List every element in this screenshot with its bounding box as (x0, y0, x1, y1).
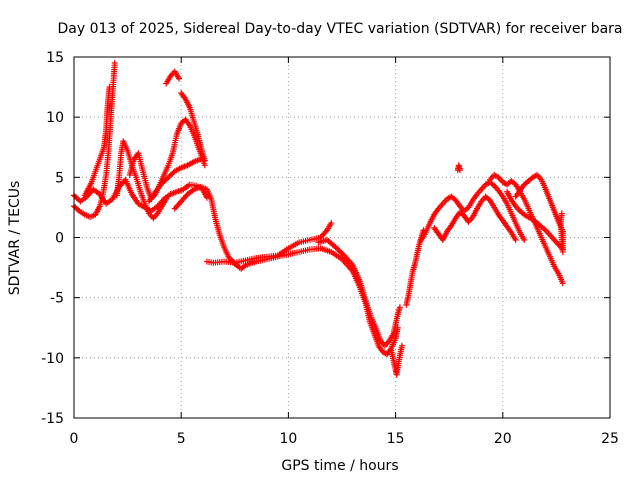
data-point (396, 304, 403, 311)
axis-ticks: 0 5 10 15 20 25 -15 -10 -5 0 5 10 15 (41, 50, 619, 447)
x-tick-label: 10 (279, 431, 297, 447)
series-track-o (431, 193, 519, 243)
y-tick-label: -5 (50, 291, 64, 307)
data-point (399, 342, 406, 349)
x-axis-label: GPS time / hours (281, 458, 398, 474)
y-tick-label: 5 (55, 170, 64, 186)
series-track-b (71, 60, 118, 221)
series-track-s (454, 162, 463, 174)
series-track-d (113, 138, 170, 222)
y-tick-label: 15 (46, 50, 64, 66)
data-point (456, 167, 463, 174)
x-tick-label: 0 (70, 431, 79, 447)
x-tick-label: 5 (177, 431, 186, 447)
series-track-g (178, 90, 208, 164)
data-point (559, 280, 566, 287)
y-tick-label: 0 (55, 231, 64, 247)
data-point (512, 236, 519, 243)
data-point (197, 156, 204, 163)
data-point (106, 84, 113, 91)
y-tick-label: -10 (41, 351, 64, 367)
y-tick-label: 10 (46, 110, 64, 126)
y-axis-label: SDTVAR / TECUs (7, 181, 23, 296)
grid (74, 57, 610, 418)
series-track-h (146, 156, 204, 205)
series-track-r (512, 171, 566, 255)
series-track-q (504, 188, 566, 253)
data-point (328, 220, 335, 227)
x-tick-label: 20 (494, 431, 512, 447)
series-track-f (163, 68, 183, 87)
data-point (176, 75, 183, 82)
y-tick-label: -15 (41, 411, 64, 427)
x-tick-label: 25 (601, 431, 619, 447)
plot-points (71, 60, 566, 378)
data-point (201, 157, 208, 164)
data-point (558, 210, 565, 217)
x-tick-label: 15 (387, 431, 405, 447)
data-point (111, 60, 118, 67)
chart-title: Day 013 of 2025, Sidereal Day-to-day VTE… (57, 21, 622, 37)
series-track-j (203, 220, 335, 266)
data-point (521, 236, 528, 243)
series-track-k (315, 236, 403, 349)
series-track-n (418, 179, 528, 243)
series-track-c (81, 84, 113, 199)
data-point (75, 206, 82, 213)
data-point (163, 195, 170, 202)
series-track-l (388, 342, 406, 378)
